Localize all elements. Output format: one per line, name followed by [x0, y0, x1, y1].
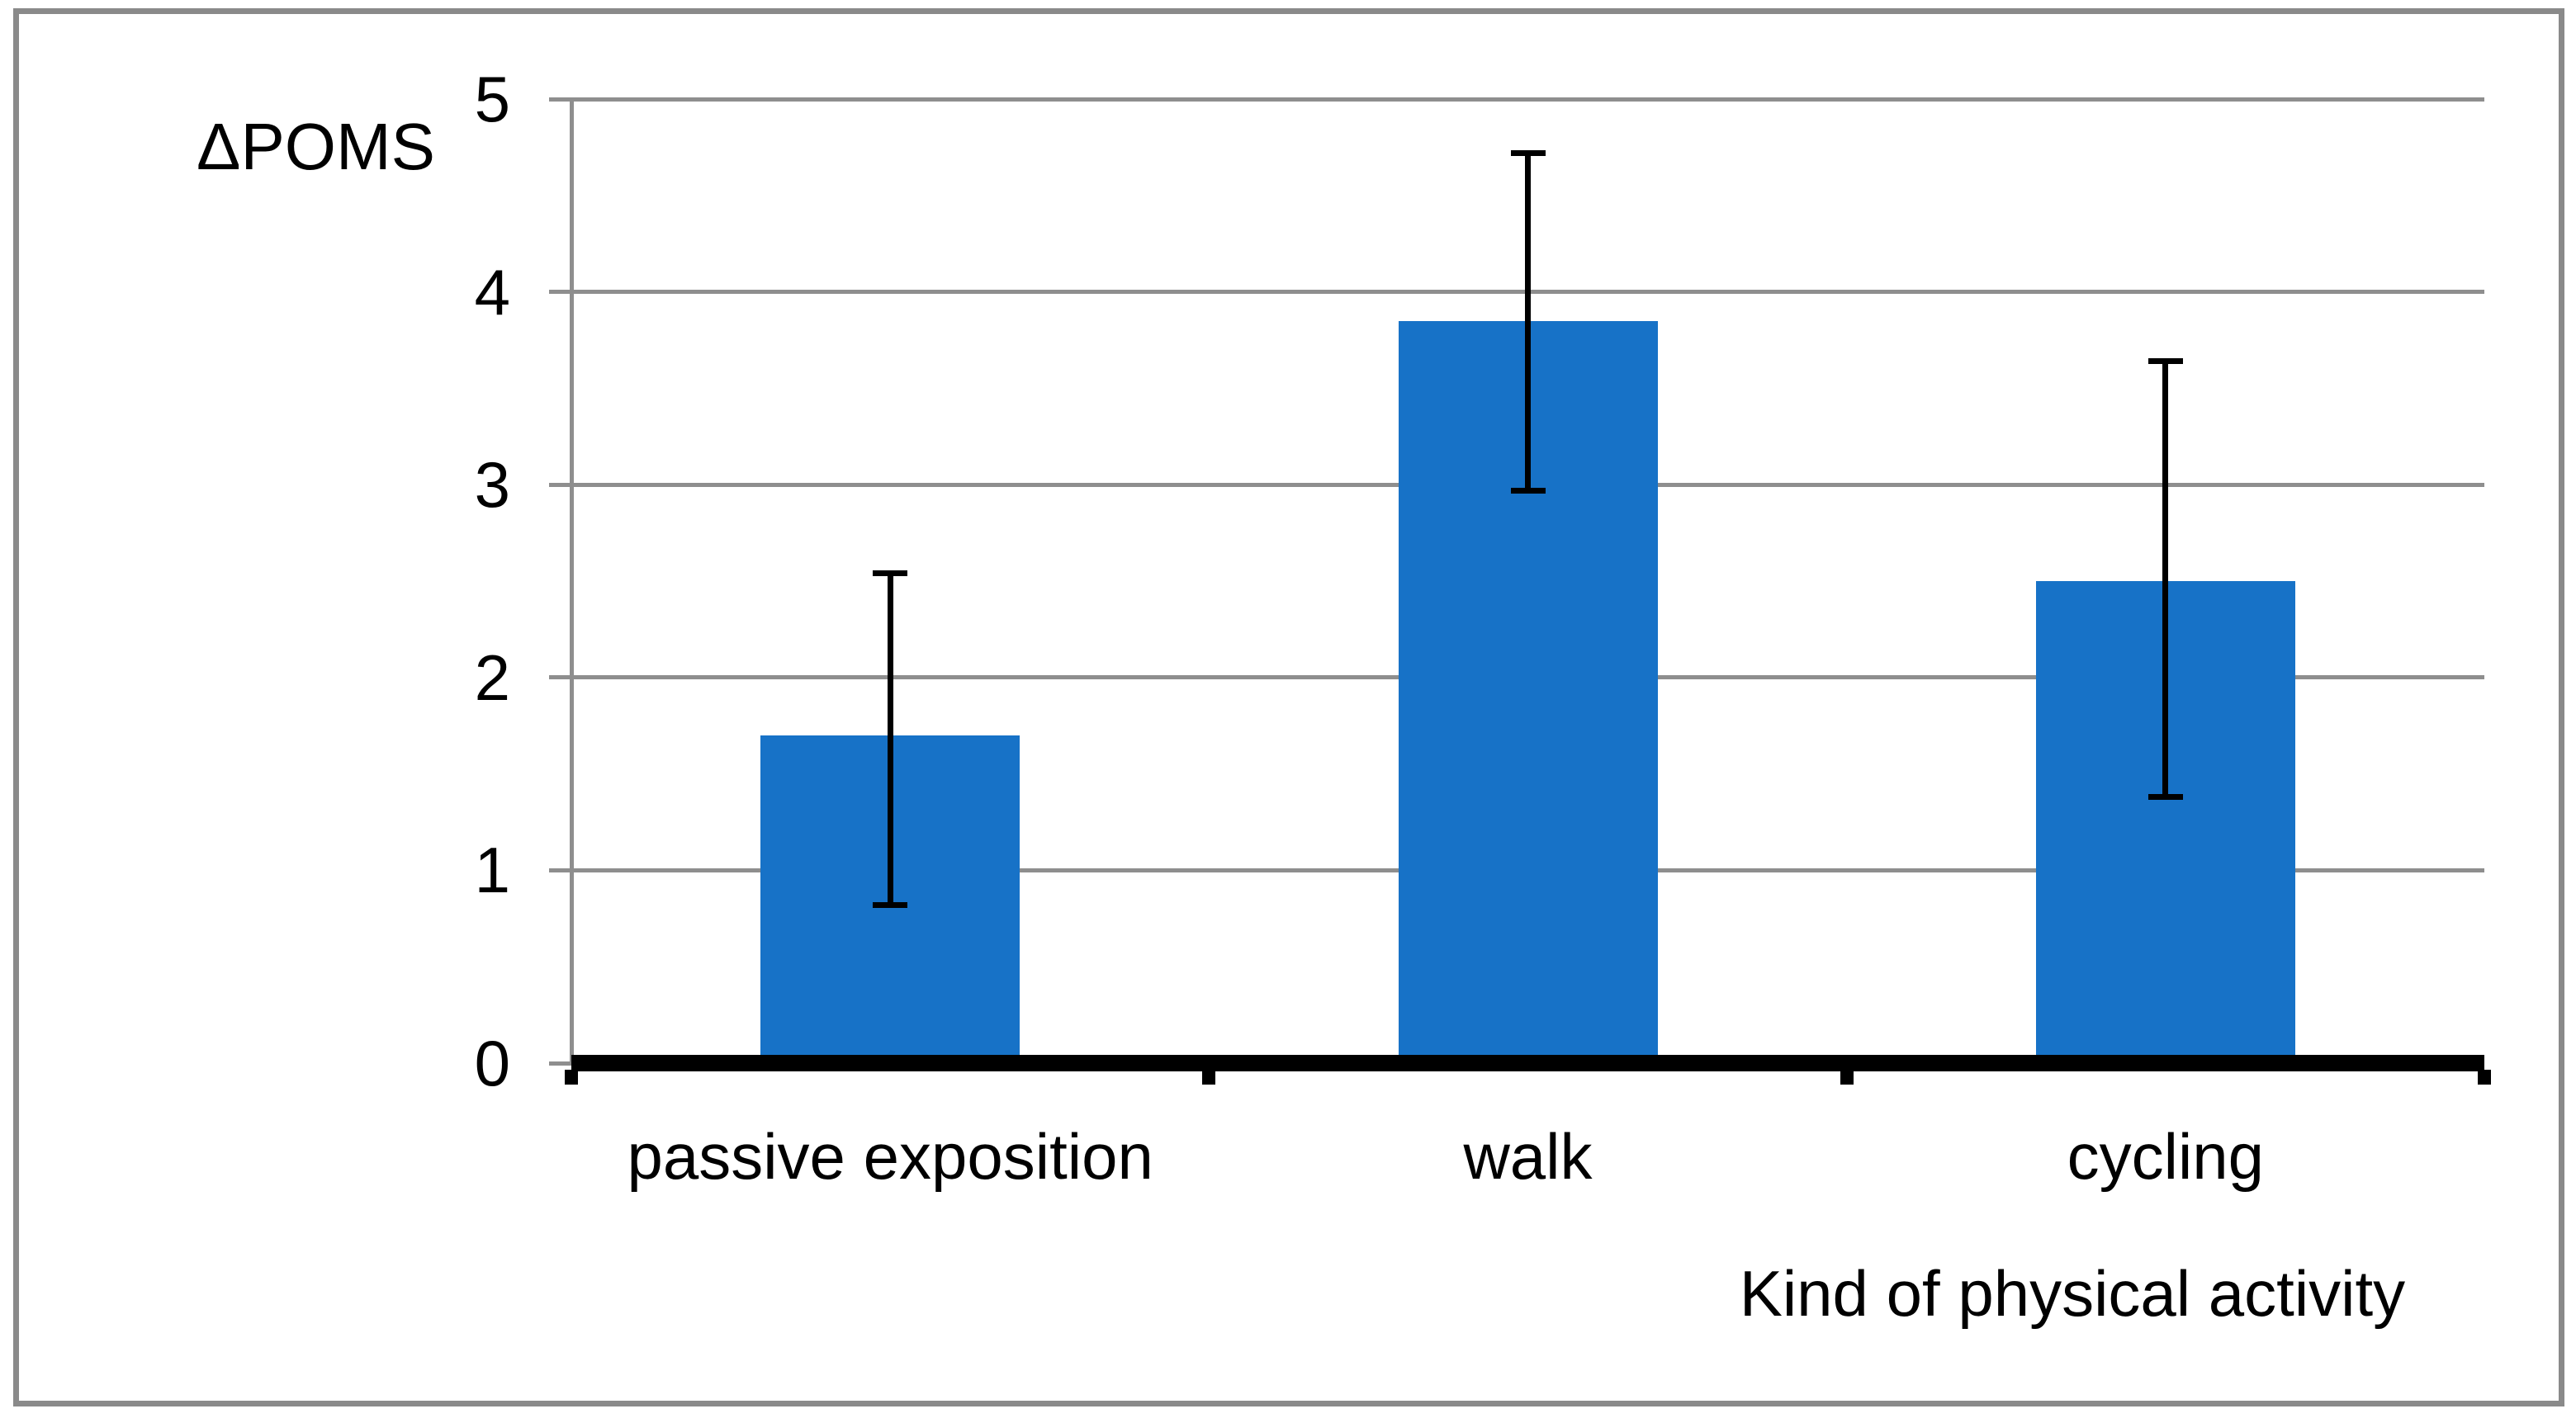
y-axis-line	[570, 99, 574, 1063]
x-axis-title: Kind of physical activity	[1739, 1257, 2406, 1330]
error-bar-cap-bottom	[873, 901, 908, 908]
error-bar-cap-top	[1510, 149, 1546, 156]
y-tick-label: 2	[474, 641, 510, 714]
error-bar-cap-top	[2147, 358, 2183, 365]
error-bar-cap-top	[873, 570, 908, 577]
category-label: walk	[1463, 1120, 1593, 1193]
y-tick-label: 3	[474, 448, 510, 522]
y-gridline	[549, 290, 2484, 295]
x-axis-tick	[1202, 1070, 1216, 1085]
y-tick-label: 1	[474, 834, 510, 907]
x-axis-tick	[2478, 1070, 2491, 1085]
error-bar-line	[1525, 153, 1531, 491]
x-axis-tick	[565, 1070, 578, 1085]
x-axis-line	[571, 1055, 2484, 1071]
error-bar-line	[887, 573, 893, 905]
error-bar-line	[2162, 361, 2169, 797]
y-tick-label: 0	[474, 1027, 510, 1099]
category-label: passive exposition	[627, 1120, 1153, 1193]
error-bar-cap-bottom	[1510, 487, 1546, 494]
chart-border-frame	[13, 8, 2564, 1406]
y-tick-label: 5	[474, 63, 510, 135]
y-gridline	[549, 97, 2484, 102]
y-tick-label: 4	[474, 255, 510, 329]
error-bar-cap-bottom	[2147, 794, 2183, 801]
x-axis-tick	[1840, 1070, 1854, 1085]
category-label: cycling	[2067, 1120, 2265, 1193]
y-axis-title: ΔPOMS	[197, 110, 436, 183]
